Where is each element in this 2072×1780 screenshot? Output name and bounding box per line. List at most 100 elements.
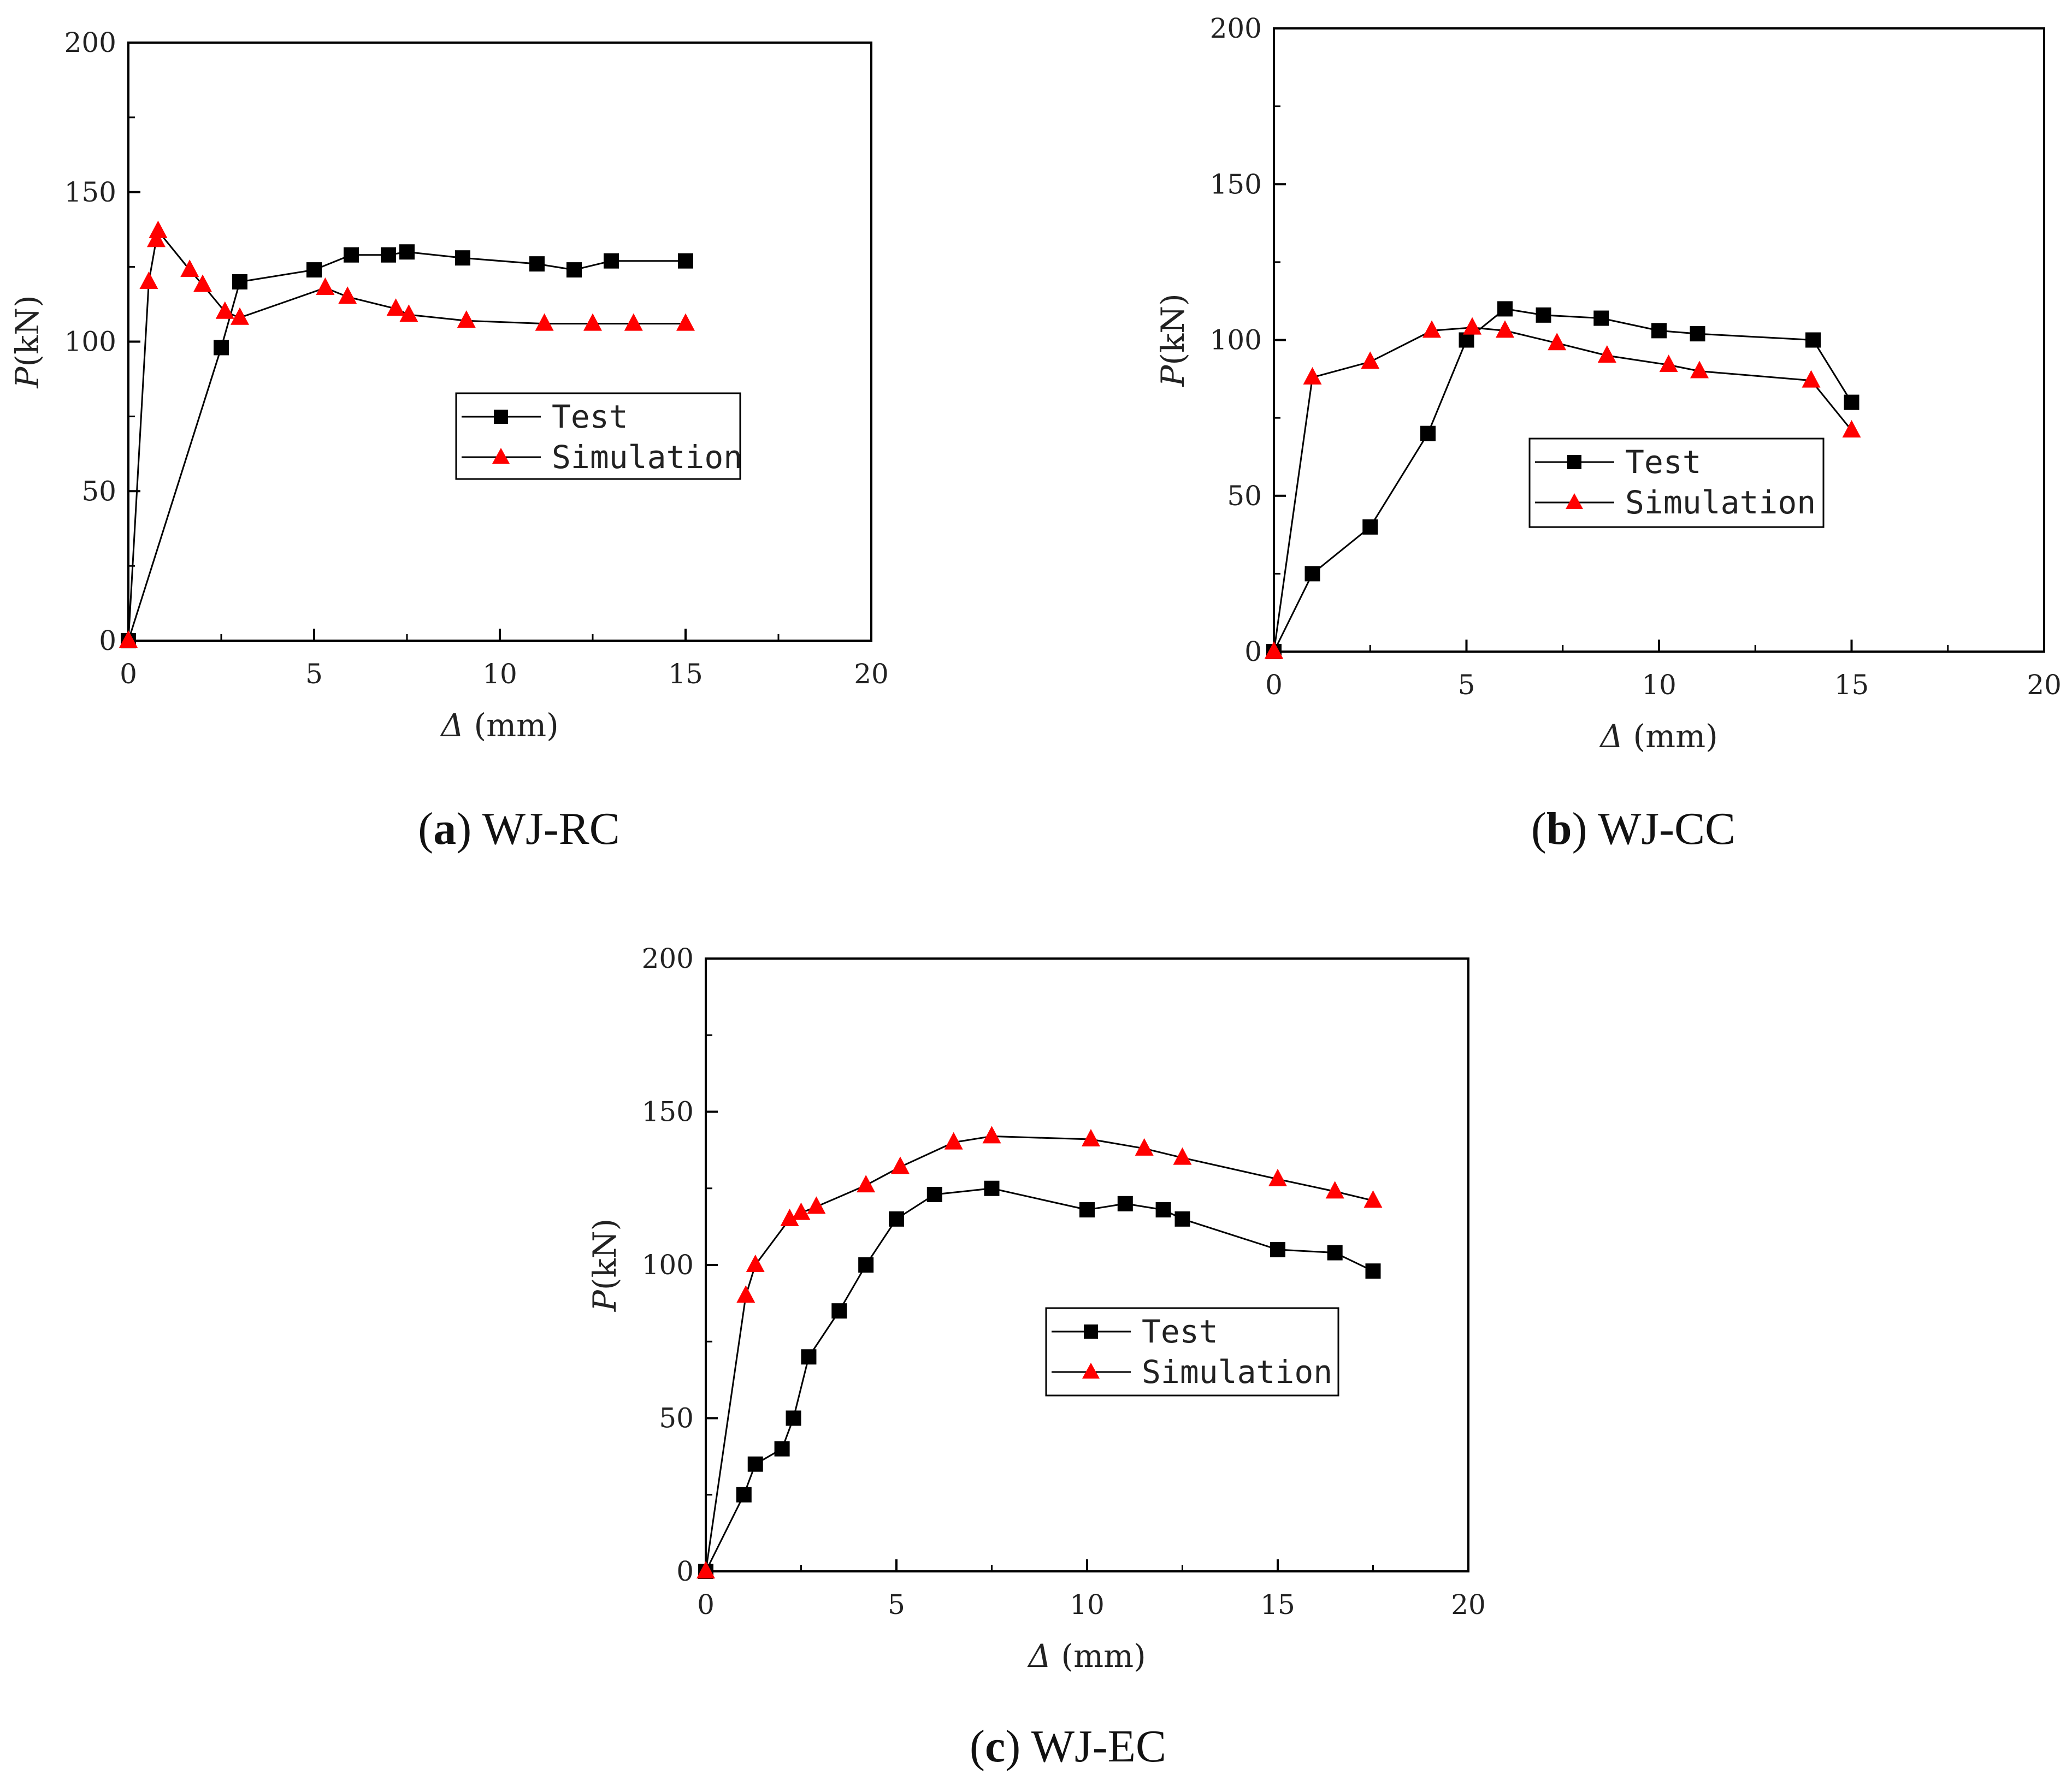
y-tick-label: 50 (81, 475, 116, 507)
simulation-point (1659, 354, 1678, 372)
legend-test-marker (1084, 1324, 1098, 1339)
test-point (831, 1303, 847, 1319)
y-tick-label: 150 (1210, 168, 1262, 200)
simulation-point (1597, 345, 1616, 363)
x-tick-label: 10 (1070, 1589, 1105, 1621)
simulation-point (139, 271, 158, 289)
series-line-simulation (705, 1135, 1373, 1572)
test-point (747, 1456, 763, 1472)
x-tick-label: 5 (1458, 669, 1475, 701)
legend-box (455, 392, 741, 480)
x-tick-label: 15 (1260, 1589, 1295, 1621)
simulation-point (215, 301, 234, 319)
x-axis-title: Δ (mm) (1027, 1637, 1146, 1675)
y-tick-label: 50 (659, 1403, 694, 1434)
simulation-point (583, 313, 602, 331)
simulation-point (535, 313, 554, 331)
test-point (214, 340, 229, 356)
legend-label-test: Test (1625, 443, 1702, 481)
legend-label-simulation: Simulation (552, 439, 742, 476)
y-tick-label: 150 (64, 176, 116, 208)
y-tick-label: 200 (64, 27, 116, 58)
simulation-point (1548, 333, 1567, 351)
simulation-point (746, 1255, 765, 1272)
test-point (858, 1257, 874, 1273)
legend-box (1045, 1307, 1339, 1397)
legend-label-test: Test (552, 398, 628, 435)
test-point (926, 1186, 942, 1202)
test-point (1117, 1196, 1133, 1211)
test-point (566, 262, 582, 278)
x-tick-label: 0 (697, 1589, 715, 1621)
test-point (1690, 326, 1705, 342)
x-axis-title: Δ (mm) (440, 707, 559, 744)
test-point (232, 274, 247, 289)
test-point (678, 253, 693, 269)
simulation-point (457, 310, 476, 328)
simulation-point (1463, 317, 1482, 335)
test-point (529, 256, 545, 272)
test-point (604, 253, 619, 269)
legend-test-marker (1567, 455, 1581, 469)
x-tick-label: 10 (482, 658, 517, 690)
series-line-test (1273, 307, 1852, 652)
simulation-point (1173, 1147, 1192, 1165)
test-point (1304, 566, 1320, 582)
test-point (1459, 332, 1474, 348)
test-point (774, 1441, 790, 1457)
test-point (1497, 301, 1513, 317)
simulation-point (780, 1208, 799, 1226)
x-tick-label: 0 (1265, 669, 1283, 701)
legend-simulation-marker (492, 448, 510, 464)
caption-a: (a) WJ-RC (418, 803, 619, 854)
test-point (455, 250, 470, 266)
legend-label-test: Test (1142, 1313, 1218, 1350)
x-tick-label: 5 (305, 658, 323, 690)
test-point (1079, 1202, 1095, 1218)
legend-label-simulation: Simulation (1625, 484, 1816, 521)
simulation-point (1422, 320, 1442, 338)
y-tick-label: 200 (642, 943, 694, 974)
x-axis-title: Δ (mm) (1599, 718, 1718, 755)
test-point (1844, 394, 1860, 410)
simulation-point (792, 1202, 811, 1220)
caption-b: (b) WJ-CC (1531, 803, 1735, 854)
simulation-point (1303, 366, 1322, 385)
simulation-point (1361, 351, 1380, 369)
simulation-point (1802, 370, 1821, 388)
simulation-point (1268, 1168, 1287, 1186)
test-point (344, 247, 359, 263)
simulation-point (857, 1175, 876, 1193)
legend-label-simulation: Simulation (1142, 1353, 1332, 1391)
x-tick-label: 10 (1642, 669, 1677, 701)
x-tick-label: 20 (2027, 669, 2062, 701)
y-tick-label: 200 (1210, 13, 1262, 44)
y-tick-label: 0 (99, 625, 116, 657)
simulation-point (1265, 641, 1283, 659)
test-point (801, 1349, 817, 1365)
simulation-point (149, 220, 168, 238)
simulation-point (316, 277, 335, 295)
y-axis-title: P(kN) (1154, 293, 1191, 387)
x-tick-label: 15 (668, 658, 703, 690)
y-axis-title: P(kN) (586, 1219, 623, 1312)
simulation-point (944, 1132, 963, 1150)
test-point (1593, 310, 1609, 326)
test-point (306, 262, 322, 278)
legend-box (1528, 437, 1825, 528)
y-tick-label: 100 (1210, 324, 1262, 356)
simulation-point (147, 229, 166, 247)
test-point (786, 1410, 801, 1426)
simulation-point (1690, 360, 1709, 379)
simulation-point (1135, 1138, 1154, 1156)
test-point (736, 1487, 752, 1503)
simulation-point (696, 1561, 715, 1578)
test-point (1536, 307, 1551, 323)
series-line-simulation (1273, 327, 1852, 652)
y-tick-label: 50 (1227, 480, 1262, 512)
x-tick-label: 15 (1834, 669, 1869, 701)
x-tick-label: 20 (1451, 1589, 1486, 1621)
test-point (1420, 425, 1436, 441)
